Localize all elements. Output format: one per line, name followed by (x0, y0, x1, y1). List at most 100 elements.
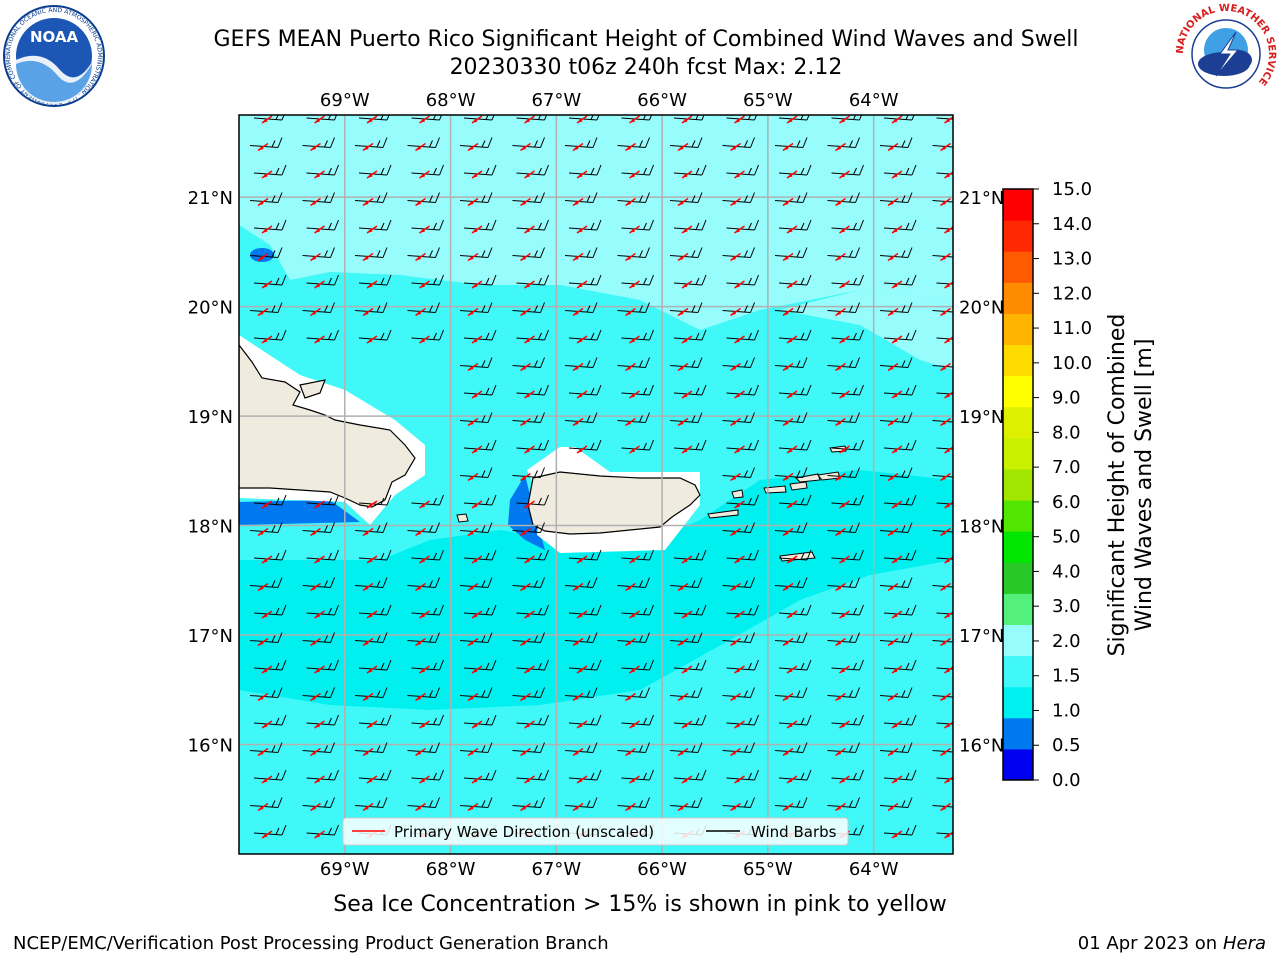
wave-direction-arrow (625, 582, 636, 592)
colorbar-tick-label: 13.0 (1052, 249, 1092, 270)
wave-direction-arrow (887, 472, 899, 482)
lon-label-top: 65°W (743, 90, 793, 111)
colorbar-tick-label: 1.0 (1052, 700, 1081, 721)
wave-direction-arrow (471, 720, 483, 729)
colorbar-band (1003, 189, 1033, 221)
lat-label-left: 19°N (188, 407, 233, 428)
wave-direction-arrow (419, 500, 430, 509)
wave-direction-arrow (471, 225, 483, 234)
wave-direction-arrow (467, 527, 479, 537)
wave-direction-arrow (257, 747, 269, 757)
lon-label-top: 69°W (320, 90, 370, 111)
colorbar-band (1003, 748, 1033, 781)
wave-direction-arrow (471, 280, 483, 289)
wave-direction-arrow (677, 637, 689, 647)
wave-direction-arrow (415, 197, 426, 207)
wave-direction-arrow (629, 115, 640, 124)
colorbar-tick-label: 9.0 (1052, 388, 1081, 409)
wave-direction-arrow (629, 335, 640, 344)
wave-direction-arrow (471, 170, 483, 179)
wave-direction-arrow (572, 802, 584, 812)
wave-direction-arrow (940, 747, 951, 757)
wave-direction-arrow (419, 610, 430, 619)
wave-direction-arrow (572, 582, 584, 592)
wave-direction-arrow (520, 252, 531, 262)
wave-direction-arrow (366, 665, 378, 674)
colorbar-tick-label: 0.5 (1052, 735, 1081, 756)
wave-direction-arrow (835, 142, 846, 152)
wave-direction-arrow (887, 197, 899, 207)
wave-direction-arrow (520, 527, 531, 537)
wave-direction-arrow (314, 500, 325, 509)
wave-direction-arrow (677, 692, 689, 702)
wave-direction-arrow (625, 802, 636, 812)
wave-direction-arrow (887, 417, 899, 427)
wave-direction-arrow (310, 307, 321, 317)
wave-direction-arrow (681, 610, 693, 619)
wave-direction-arrow (839, 445, 850, 454)
wave-direction-arrow (362, 197, 374, 207)
wave-direction-arrow (839, 170, 850, 179)
wave-direction-arrow (576, 280, 588, 289)
wave-direction-arrow (782, 802, 794, 812)
wave-direction-arrow (677, 582, 689, 592)
wave-direction-arrow (310, 802, 321, 812)
wave-direction-arrow (576, 445, 588, 454)
wave-direction-arrow (786, 775, 798, 784)
wave-direction-arrow (730, 527, 741, 537)
wave-direction-arrow (471, 500, 483, 509)
wave-direction-arrow (730, 802, 741, 812)
wave-direction-arrow (524, 665, 535, 674)
wave-direction-arrow (415, 582, 426, 592)
wave-direction-arrow (839, 225, 850, 234)
wave-direction-arrow (782, 637, 794, 647)
wave-direction-arrow (314, 720, 325, 729)
wave-direction-arrow (366, 225, 378, 234)
wave-direction-arrow (730, 417, 741, 427)
wave-direction-arrow (677, 362, 689, 372)
wave-direction-arrow (520, 747, 531, 757)
wave-direction-arrow (887, 802, 899, 812)
wave-direction-arrow (524, 390, 535, 399)
wave-direction-arrow (887, 747, 899, 757)
wave-direction-arrow (625, 747, 636, 757)
wave-direction-arrow (524, 115, 535, 124)
colorbar-tick-label: 1.5 (1052, 666, 1081, 687)
wave-direction-arrow (734, 665, 745, 674)
wave-direction-arrow (362, 252, 374, 262)
wave-direction-arrow (940, 527, 951, 537)
wave-direction-arrow (839, 555, 850, 564)
map-legend: Primary Wave Direction (unscaled) Wind B… (342, 817, 849, 846)
wave-direction-arrow (839, 610, 850, 619)
wave-direction-arrow (887, 142, 899, 152)
colorbar-band (1003, 655, 1033, 688)
wave-direction-arrow (625, 197, 636, 207)
wave-direction-arrow (730, 472, 741, 482)
lon-label-top: 67°W (531, 90, 581, 111)
lon-labels-bottom: 69°W 68°W 67°W 66°W 65°W 64°W (320, 859, 899, 880)
colorbar-frame (1002, 188, 1034, 781)
colorbar-band (1003, 624, 1033, 657)
wave-direction-arrow (261, 555, 273, 564)
wave-direction-arrow (362, 142, 374, 152)
wave-direction-arrow (467, 197, 479, 207)
colorbar-band (1003, 344, 1033, 377)
wave-direction-arrow (891, 170, 903, 179)
chart-subtitle: 20230330 t06z 240h fcst Max: 2.12 (449, 55, 843, 80)
wave-direction-arrow (677, 802, 689, 812)
wave-direction-arrow (625, 417, 636, 427)
wave-direction-arrow (839, 720, 850, 729)
wave-direction-arrow (782, 747, 794, 757)
wave-direction-arrow (786, 665, 798, 674)
colorbar-band (1003, 500, 1033, 532)
footer-organization: NCEP/EMC/Verification Post Processing Pr… (13, 933, 609, 954)
colorbar-band (1003, 468, 1033, 501)
wave-direction-arrow (681, 335, 693, 344)
wave-direction-arrow (471, 445, 483, 454)
colorbar-tick-label: 4.0 (1052, 561, 1081, 582)
wave-direction-arrow (734, 500, 745, 509)
wave-direction-arrow (366, 335, 378, 344)
lon-label-top: 64°W (849, 90, 899, 111)
wave-direction-arrow (940, 802, 951, 812)
wave-direction-arrow (362, 692, 374, 702)
